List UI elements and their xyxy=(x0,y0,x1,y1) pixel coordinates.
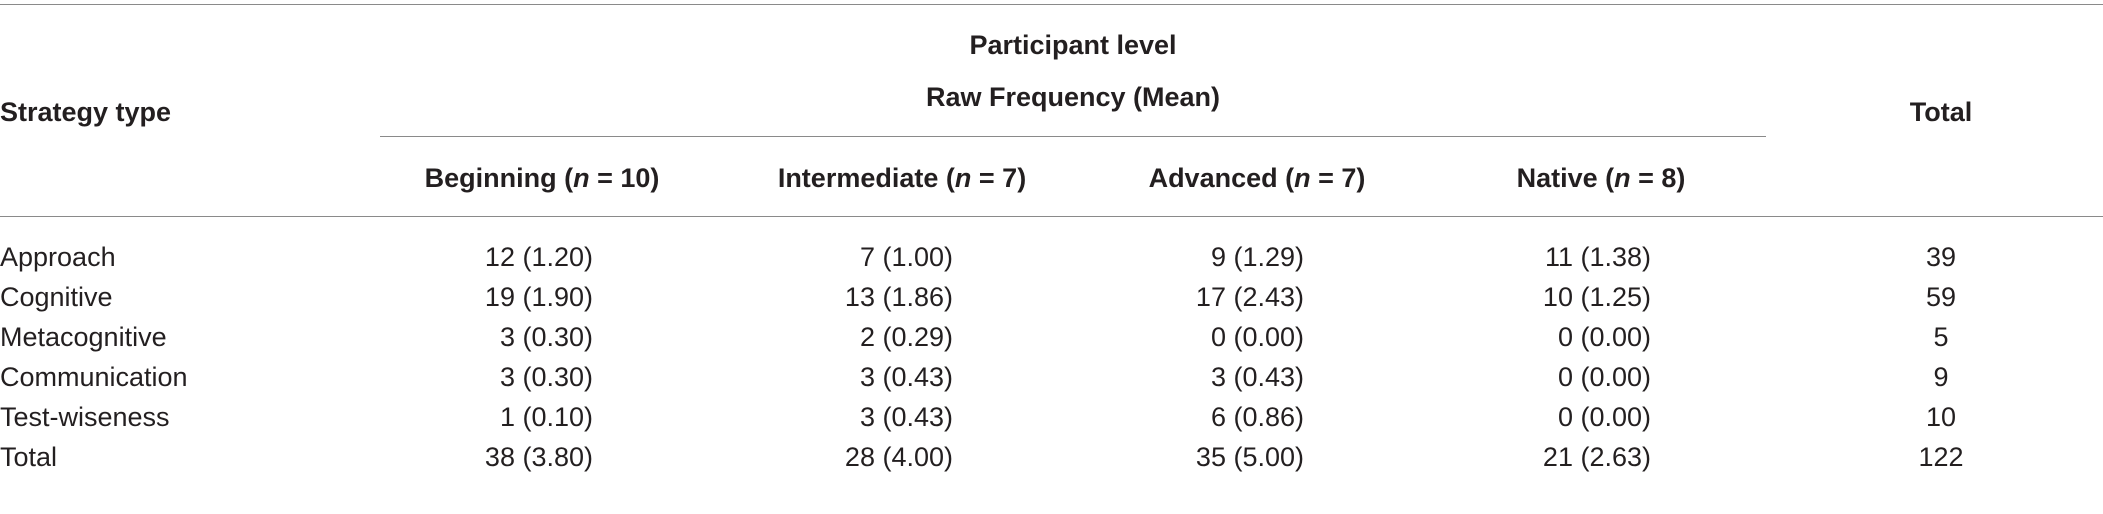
cell-intermediate: 3 (0.43) xyxy=(859,362,953,392)
group-header-intermediate: Intermediate (n = 7) xyxy=(777,163,1027,193)
cell-total: 10 xyxy=(1925,402,1957,432)
cell-intermediate: 2 (0.29) xyxy=(859,322,953,352)
cell-total: 9 xyxy=(1933,362,1949,392)
cell-native: 21 (2.63) xyxy=(1542,442,1651,472)
cell-beginning: 38 (3.80) xyxy=(484,442,593,472)
cell-beginning: 3 (0.30) xyxy=(499,362,593,392)
cell-total: 122 xyxy=(1918,442,1964,472)
row-label: Approach xyxy=(0,242,116,272)
cell-native: 0 (0.00) xyxy=(1557,322,1651,352)
cell-advanced: 6 (0.86) xyxy=(1210,402,1304,432)
cell-native: 0 (0.00) xyxy=(1557,402,1651,432)
table-row: Cognitive 19 (1.90) 13 (1.86) 17 (2.43) … xyxy=(0,277,2103,317)
table-row: Approach 12 (1.20) 7 (1.00) 9 (1.29) 11 … xyxy=(0,237,2103,277)
cell-intermediate: 28 (4.00) xyxy=(844,442,953,472)
strategy-type-header: Strategy type xyxy=(0,97,172,127)
group-header-beginning: Beginning (n = 10) xyxy=(424,163,660,193)
participant-level-header: Participant level xyxy=(969,30,1177,60)
cell-native: 0 (0.00) xyxy=(1557,362,1651,392)
cell-advanced: 0 (0.00) xyxy=(1210,322,1304,352)
cell-intermediate: 7 (1.00) xyxy=(859,242,953,272)
cell-total: 59 xyxy=(1925,282,1957,312)
group-header-rule xyxy=(380,136,1766,137)
total-header: Total xyxy=(1909,97,1973,127)
cell-native: 10 (1.25) xyxy=(1542,282,1651,312)
cell-advanced: 3 (0.43) xyxy=(1210,362,1304,392)
cell-beginning: 3 (0.30) xyxy=(499,322,593,352)
cell-intermediate: 3 (0.43) xyxy=(859,402,953,432)
table-row: Communication 3 (0.30) 3 (0.43) 3 (0.43)… xyxy=(0,357,2103,397)
group-header-advanced: Advanced (n = 7) xyxy=(1148,163,1366,193)
cell-beginning: 1 (0.10) xyxy=(499,402,593,432)
table-row: Test-wiseness 1 (0.10) 3 (0.43) 6 (0.86)… xyxy=(0,397,2103,437)
row-label: Test-wiseness xyxy=(0,402,170,432)
cell-advanced: 17 (2.43) xyxy=(1195,282,1304,312)
cell-total: 39 xyxy=(1925,242,1957,272)
row-label: Cognitive xyxy=(0,282,113,312)
header-bottom-rule xyxy=(0,216,2103,217)
cell-advanced: 9 (1.29) xyxy=(1210,242,1304,272)
group-header-native: Native (n = 8) xyxy=(1516,163,1686,193)
raw-frequency-header: Raw Frequency (Mean) xyxy=(925,82,1221,112)
cell-native: 11 (1.38) xyxy=(1544,242,1651,272)
row-label: Total xyxy=(0,442,58,472)
cell-total: 5 xyxy=(1933,322,1949,352)
cell-beginning: 19 (1.90) xyxy=(484,282,593,312)
cell-intermediate: 13 (1.86) xyxy=(844,282,953,312)
table-row: Metacognitive 3 (0.30) 2 (0.29) 0 (0.00)… xyxy=(0,317,2103,357)
table-top-rule xyxy=(0,4,2103,5)
cell-beginning: 12 (1.20) xyxy=(484,242,593,272)
cell-advanced: 35 (5.00) xyxy=(1195,442,1304,472)
table-row: Total 38 (3.80) 28 (4.00) 35 (5.00) 21 (… xyxy=(0,437,2103,477)
row-label: Communication xyxy=(0,362,188,392)
row-label: Metacognitive xyxy=(0,322,167,352)
